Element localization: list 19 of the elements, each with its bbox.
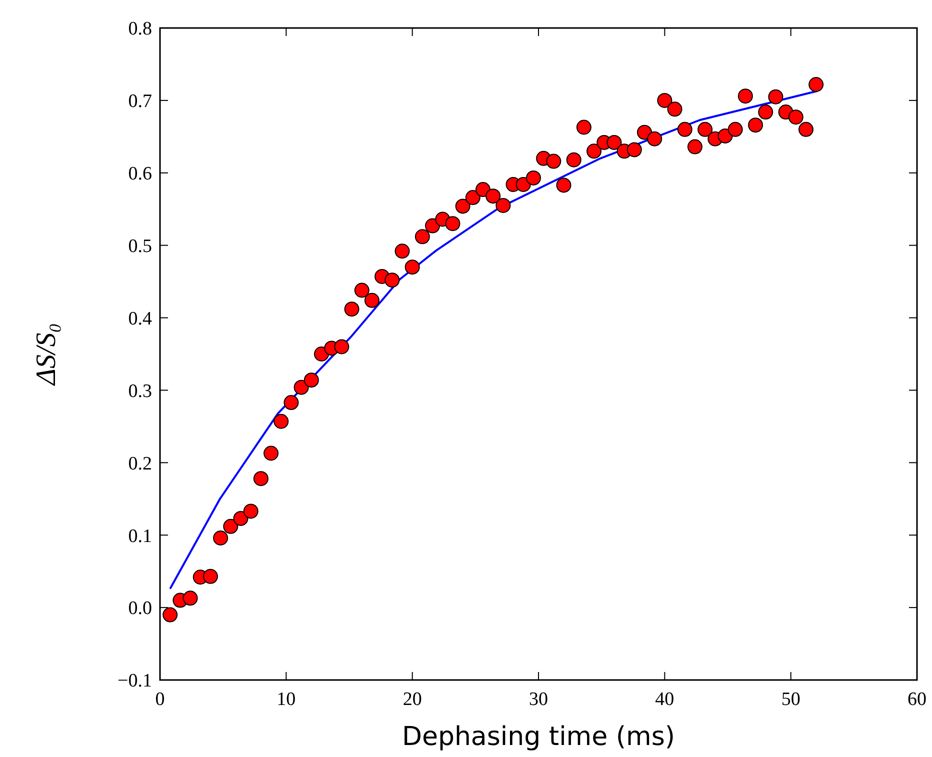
y-tick-label: 0.7 [128, 91, 152, 112]
x-tick-label: 50 [781, 689, 800, 710]
x-tick-label: 60 [908, 689, 926, 710]
x-tick-label: 40 [655, 689, 674, 710]
x-tick-label: 10 [276, 689, 296, 710]
x-axis-title: Dephasing time (ms) [402, 722, 676, 752]
y-tick-label: 0.0 [128, 598, 152, 620]
x-tick-label: 0 [155, 689, 165, 710]
y-tick-label: 0.5 [128, 236, 152, 257]
y-tick-label: 0.8 [128, 18, 152, 40]
y-tick-label: 0.4 [128, 308, 152, 330]
x-tick-label: 20 [402, 689, 422, 710]
y-tick-label: 0.1 [128, 526, 152, 547]
x-tick-label: 30 [529, 689, 548, 710]
y-axis-title: ΔS/S₀ [31, 323, 62, 386]
y-tick-label: 0.2 [128, 453, 152, 474]
y-tick-label: 0.3 [128, 380, 152, 402]
y-tick-label: 0.6 [128, 164, 152, 185]
y-tick-label: −0.1 [118, 670, 152, 692]
